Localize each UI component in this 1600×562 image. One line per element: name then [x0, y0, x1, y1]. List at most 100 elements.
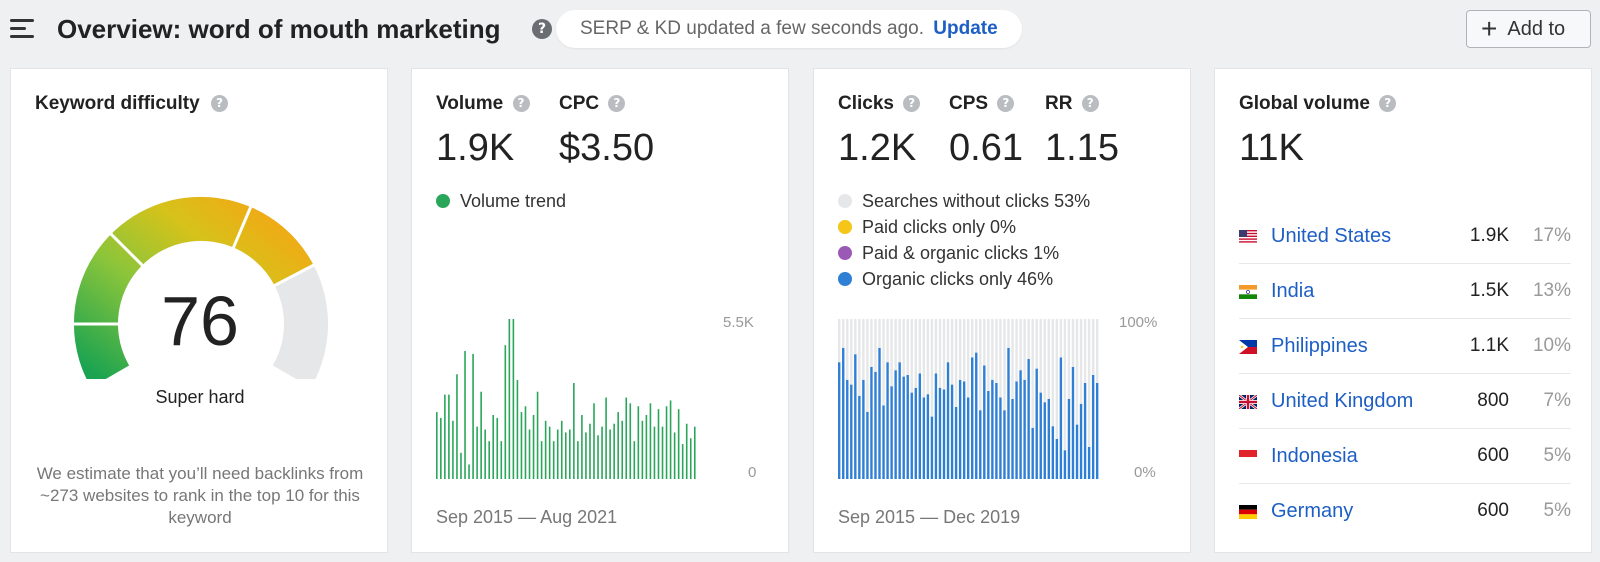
clicks-bar-segment: [995, 383, 998, 479]
country-name[interactable]: United Kingdom: [1271, 390, 1414, 412]
volume-bar: [492, 415, 495, 479]
legend-dot: [838, 220, 852, 234]
clicks-legend-1: Searches without clicks 53%: [838, 191, 1090, 212]
country-row: United States 1.9K 17%: [1239, 209, 1571, 264]
country-volume: 800: [1477, 390, 1509, 411]
clicks-bar-segment: [1007, 319, 1010, 348]
clicks-bar-segment: [962, 381, 966, 479]
serp-status-pill: SERP & KD updated a few seconds ago. Upd…: [556, 10, 1022, 48]
help-icon[interactable]: ?: [1081, 95, 1099, 113]
clicks-bar-segment: [938, 387, 942, 479]
clicks-bar-segment: [894, 370, 897, 479]
country-name[interactable]: India: [1271, 280, 1315, 302]
clicks-bar-segment: [838, 319, 841, 363]
volume-bar: [617, 412, 619, 479]
clicks-bar-segment: [1043, 319, 1046, 403]
volume-axis-min: 0: [748, 464, 757, 481]
country-name[interactable]: Philippines: [1271, 335, 1368, 357]
clicks-bar-segment: [1039, 392, 1042, 479]
clicks-bar-segment: [946, 362, 950, 479]
volume-bar: [589, 423, 591, 479]
global-volume-label: Global volume: [1239, 93, 1370, 114]
global-volume-card: Global volume ? 11K United States 1.9K 17%…: [1214, 68, 1592, 553]
volume-bar: [661, 426, 664, 479]
clicks-bar-segment: [983, 365, 986, 479]
clicks-bar-segment: [902, 376, 905, 479]
in-flag-icon: [1239, 285, 1257, 299]
clicks-bar-segment: [858, 319, 861, 396]
clicks-bar-segment: [878, 347, 881, 479]
help-icon[interactable]: ?: [997, 95, 1015, 113]
clicks-bar-segment: [1027, 359, 1030, 479]
help-icon[interactable]: ?: [512, 95, 530, 113]
clicks-bar-segment: [958, 379, 962, 479]
clicks-bar-segment: [991, 379, 994, 479]
country-name[interactable]: Germany: [1271, 500, 1354, 522]
id-flag-icon: [1239, 450, 1257, 464]
country-row: India 1.5K 13%: [1239, 264, 1571, 319]
volume-bar: [480, 391, 482, 479]
clicks-bar-segment: [1095, 383, 1099, 479]
volume-bar: [564, 432, 567, 479]
country-name[interactable]: Indonesia: [1271, 445, 1358, 467]
volume-bar: [585, 432, 587, 479]
clicks-bar-segment: [866, 411, 869, 479]
clicks-bar-segment: [971, 319, 974, 358]
help-icon[interactable]: ?: [903, 95, 921, 113]
clicks-bar-segment: [1095, 319, 1099, 383]
country-name[interactable]: United States: [1271, 225, 1392, 247]
volume-bar: [593, 403, 595, 479]
help-icon[interactable]: ?: [608, 95, 626, 113]
clicks-bar-segment: [934, 319, 938, 374]
volume-bar: [528, 429, 531, 479]
clicks-bar-segment: [1067, 399, 1071, 479]
clicks-bar-segment: [854, 354, 857, 479]
keyword-difficulty-label: Keyword difficulty: [35, 93, 200, 114]
clicks-bar-segment: [966, 319, 970, 398]
volume-bar: [500, 441, 503, 479]
volume-bar: [508, 319, 511, 479]
clicks-bar-segment: [842, 319, 845, 348]
clicks-bar-segment: [914, 387, 917, 479]
clicks-bar-segment: [1003, 410, 1006, 479]
clicks-bar-segment: [922, 397, 926, 479]
volume-bar: [665, 406, 668, 479]
clicks-bar-segment: [1091, 319, 1095, 375]
add-to-button[interactable]: + Add to: [1466, 10, 1591, 48]
clicks-bar-segment: [914, 319, 917, 388]
help-icon[interactable]: ?: [210, 95, 228, 113]
clicks-bar-segment: [894, 319, 897, 371]
volume-bar: [516, 380, 519, 479]
volume-bar: [629, 403, 632, 479]
clicks-bar-segment: [950, 384, 954, 479]
clicks-bar-segment: [1059, 357, 1063, 479]
clicks-bar-segment: [866, 319, 869, 412]
clicks-bar-segment: [926, 394, 930, 479]
clicks-bar-segment: [906, 375, 909, 479]
country-row: Philippines 1.1K 10%: [1239, 319, 1571, 374]
country-percent: 17%: [1532, 225, 1571, 246]
country-percent: 10%: [1532, 335, 1571, 356]
global-volume-metric: Global volume ? 11K: [1239, 93, 1397, 170]
menu-icon[interactable]: [10, 19, 34, 39]
clicks-bar-segment: [1047, 399, 1050, 479]
update-link[interactable]: Update: [933, 18, 998, 39]
country-volume: 1.1K: [1469, 335, 1509, 356]
clicks-bar-segment: [1063, 450, 1067, 479]
rr-label: RR: [1045, 93, 1073, 114]
volume-bar: [609, 429, 611, 479]
volume-bar: [484, 429, 486, 479]
volume-label: Volume: [436, 93, 504, 114]
clicks-bar-segment: [846, 319, 849, 380]
volume-card: Volume ? 1.9K CPC ? $3.50 Volume trend 5…: [411, 68, 789, 553]
clicks-bar-segment: [902, 319, 905, 377]
clicks-bar-segment: [858, 395, 861, 479]
rr-value: 1.15: [1045, 127, 1119, 169]
volume-bar: [436, 412, 438, 479]
help-icon[interactable]: ?: [532, 19, 552, 39]
clicks-bar-segment: [938, 319, 942, 388]
help-icon[interactable]: ?: [1379, 95, 1397, 113]
clicks-bar-segment: [1035, 368, 1038, 479]
clicks-value: 1.2K: [838, 127, 917, 169]
volume-bar: [681, 444, 684, 479]
